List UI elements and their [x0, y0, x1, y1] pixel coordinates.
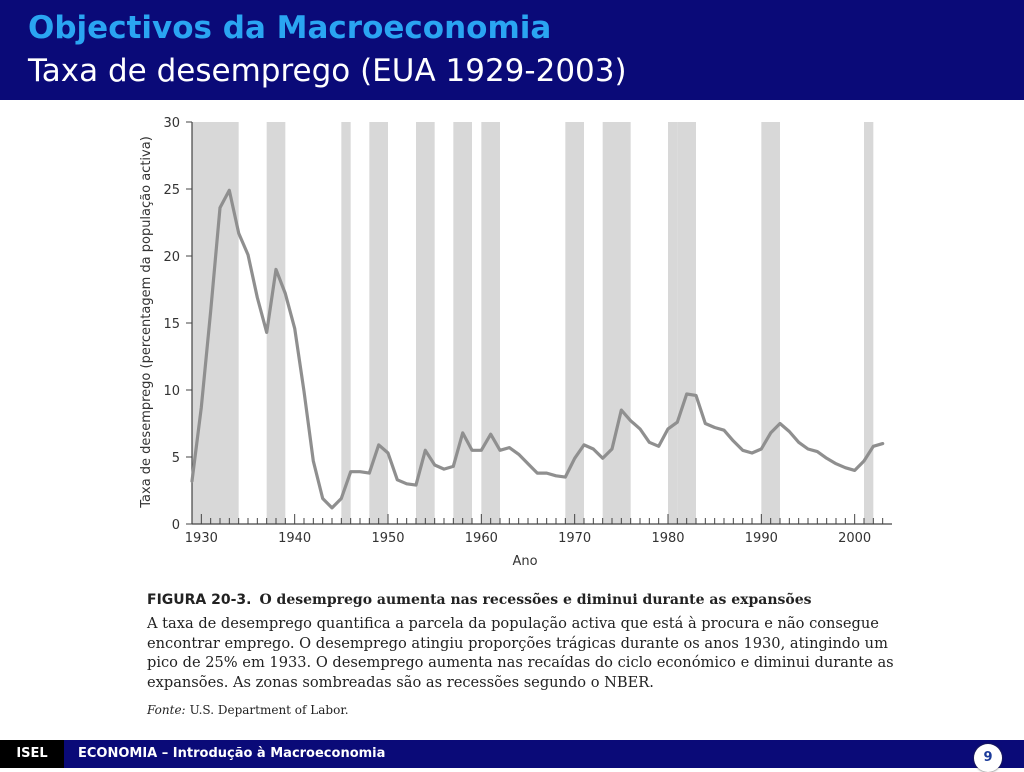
- unemployment-rate-line: [190, 188, 885, 510]
- header-bar: Objectivos da Macroeconomia Taxa de dese…: [0, 0, 1024, 100]
- x-tick-label-1980: 1980: [651, 531, 684, 546]
- chart-series: [190, 188, 885, 510]
- recession-band-11: [761, 122, 780, 524]
- source-label: Fonte:: [147, 703, 186, 717]
- figure-description: A taxa de desemprego quantifica a parcel…: [147, 615, 894, 691]
- figure-source: Fonte: U.S. Department of Labor.: [147, 702, 907, 718]
- figure-title: O desemprego aumenta nas recessões e dim…: [259, 592, 812, 608]
- x-tick-label-1950: 1950: [371, 531, 404, 546]
- x-axis-label: Ano: [512, 554, 537, 569]
- footer-course-title: ECONOMIA – Introdução à Macroeconomia: [78, 746, 386, 761]
- recession-band-0: [192, 122, 239, 524]
- recession-band-2: [341, 122, 351, 524]
- figure-number: FIGURA 20-3.: [147, 592, 252, 608]
- recession-band-6: [481, 122, 500, 524]
- recession-band-5: [453, 122, 472, 524]
- recession-band-4: [416, 122, 435, 524]
- chart-axes: [191, 122, 892, 525]
- recession-shading: [192, 122, 874, 524]
- figure-panel: 0 5 10 15 20 25 30 1930 1940 1950 1960 1970 1980 1990…: [110, 104, 910, 736]
- source-text: U.S. Department of Labor.: [189, 703, 349, 717]
- unemployment-chart: 0 5 10 15 20 25 30 1930 1940 1950 1960 1970 1980 1990…: [139, 116, 892, 569]
- recession-band-1: [266, 122, 286, 524]
- y-tick-label-5: 5: [172, 451, 180, 466]
- recession-band-3: [369, 122, 388, 524]
- y-tick-label-20: 20: [163, 250, 180, 265]
- x-tick-label-2000: 2000: [838, 531, 871, 546]
- recession-band-10: [677, 122, 696, 524]
- x-tick-label-1960: 1960: [465, 531, 498, 546]
- y-tick-label-0: 0: [172, 518, 180, 533]
- y-tick-label-30: 30: [163, 116, 180, 131]
- x-tick-label-1990: 1990: [745, 531, 778, 546]
- y-axis-label: Taxa de desemprego (percentagem da popul…: [139, 136, 154, 509]
- slide-subtitle: Taxa de desemprego (EUA 1929-2003): [28, 53, 627, 89]
- x-tick-label-1970: 1970: [558, 531, 591, 546]
- chart-ticks: 0 5 10 15 20 25 30 1930 1940 1950 1960 1970 1980 1990…: [163, 116, 884, 546]
- footer-org-label: ISEL: [0, 740, 64, 768]
- y-tick-label-25: 25: [163, 183, 180, 198]
- recession-band-12: [864, 122, 874, 524]
- figure-caption: FIGURA 20-3. O desemprego aumenta nas rec…: [147, 590, 907, 718]
- recession-band-7: [565, 122, 584, 524]
- recession-band-9: [668, 122, 678, 524]
- x-tick-label-1930: 1930: [185, 531, 218, 546]
- recession-band-8: [602, 122, 631, 524]
- figure-heading: FIGURA 20-3. O desemprego aumenta nas rec…: [147, 590, 907, 610]
- slide-title: Objectivos da Macroeconomia: [28, 10, 552, 46]
- x-tick-label-1940: 1940: [278, 531, 311, 546]
- page-number-badge: 9: [974, 744, 1002, 772]
- y-tick-label-10: 10: [163, 384, 180, 399]
- y-tick-label-15: 15: [163, 317, 180, 332]
- footer-bar: ISEL ECONOMIA – Introdução à Macroeconom…: [0, 740, 1024, 772]
